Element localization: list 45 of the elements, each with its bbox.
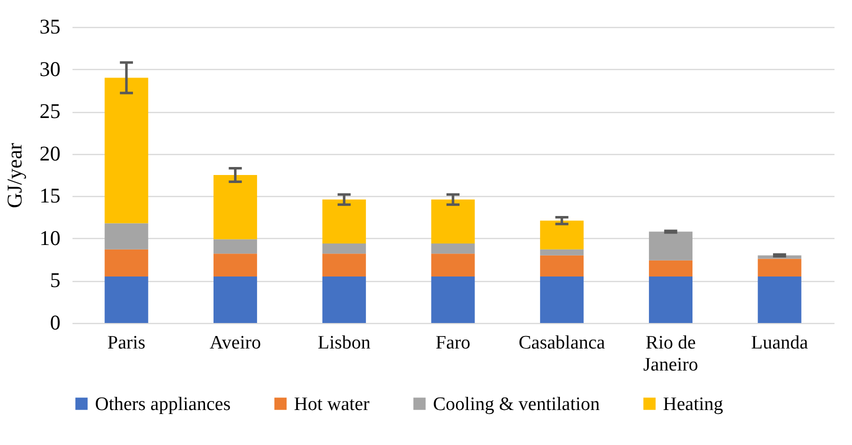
- x-tick-label: Faro: [436, 332, 470, 354]
- y-tick-label: 35: [40, 14, 60, 38]
- legend-label: Others appliances: [95, 394, 231, 415]
- bar: [214, 175, 258, 240]
- bar: [104, 223, 148, 250]
- bar: [648, 232, 692, 260]
- bar: [648, 260, 692, 276]
- bar: [431, 244, 475, 254]
- x-tick-label: Casablanca: [518, 332, 606, 354]
- bar: [648, 276, 692, 323]
- bar: [214, 254, 258, 276]
- bar: [540, 255, 584, 276]
- bar: [322, 254, 366, 276]
- bar: [104, 78, 148, 224]
- bar: [758, 258, 802, 276]
- bar: [104, 249, 148, 276]
- bar: [758, 276, 802, 323]
- y-tick-label: 0: [50, 310, 60, 334]
- bar: [104, 276, 148, 323]
- x-tick-label: Lisbon: [318, 332, 372, 354]
- x-tick-label: Paris: [107, 332, 146, 354]
- bar: [431, 254, 475, 276]
- y-tick-label: 25: [40, 99, 60, 124]
- x-tick-label: Rio de Janeiro: [643, 332, 698, 376]
- bar: [322, 244, 366, 254]
- bar: [540, 276, 584, 323]
- bar: [322, 276, 366, 323]
- bar: [431, 276, 475, 323]
- bar: [540, 220, 584, 250]
- legend-label: Cooling & ventilation: [433, 394, 600, 415]
- legend-label: Heating: [663, 394, 724, 415]
- y-tick-label: 10: [40, 226, 60, 250]
- y-tick-label: 30: [40, 56, 60, 81]
- y-tick-label: 20: [40, 141, 60, 166]
- y-axis-title: GJ/year: [2, 142, 26, 208]
- x-tick-label: Luanda: [751, 332, 809, 354]
- x-tick-label: Aveiro: [210, 332, 261, 354]
- bar: [214, 239, 258, 254]
- y-tick-label: 5: [50, 268, 60, 292]
- bar: [540, 249, 584, 256]
- y-tick-label: 15: [40, 184, 60, 208]
- bar: [214, 276, 258, 323]
- bar: [322, 200, 366, 244]
- bar: [431, 200, 475, 244]
- legend-label: Hot water: [294, 394, 370, 415]
